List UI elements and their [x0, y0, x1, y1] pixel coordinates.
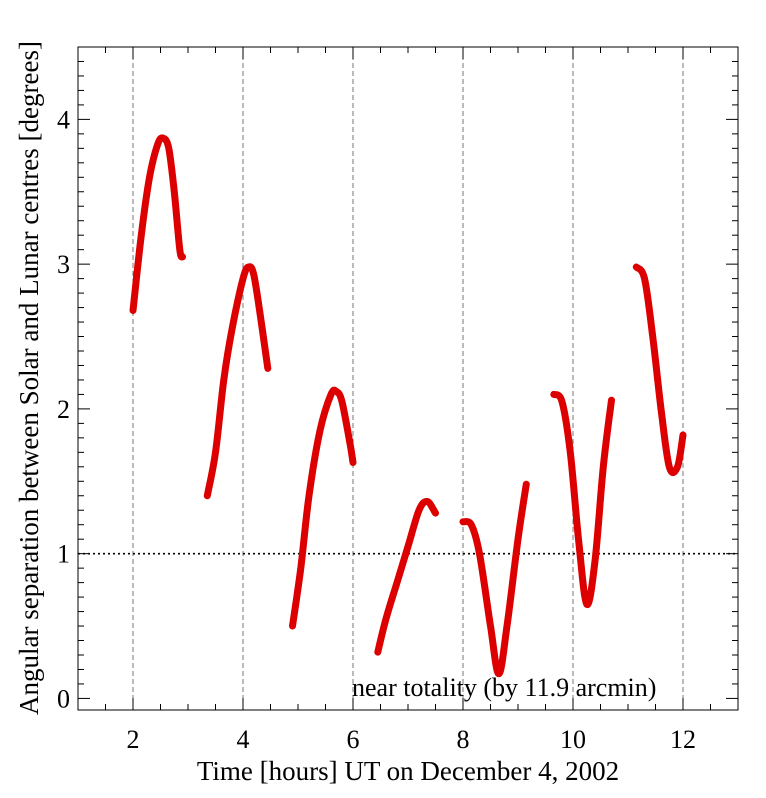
- x-tick-label: 8: [457, 725, 470, 754]
- x-axis-title: Time [hours] UT on December 4, 2002: [197, 756, 619, 786]
- y-axis-title: Angular separation between Solar and Lun…: [14, 41, 44, 715]
- y-tick-label: 1: [57, 540, 70, 569]
- series-line-segment-4: [374, 497, 439, 656]
- x-tick-label: 6: [347, 725, 360, 754]
- y-tick-label: 2: [57, 395, 70, 424]
- ticks: [77, 46, 739, 710]
- y-tick-label: 3: [57, 250, 70, 279]
- series-line-segment-3: [289, 386, 357, 630]
- series-line-segment-5: [459, 480, 530, 678]
- annotation: near totality (by 11.9 arcmin): [352, 673, 656, 702]
- y-tick-label: 0: [57, 684, 70, 713]
- y-tick-label: 4: [57, 105, 70, 134]
- series-line-segment-6: [550, 390, 615, 608]
- series-group: [129, 134, 687, 678]
- x-tick-label: 2: [127, 725, 140, 754]
- x-tick-label: 10: [560, 725, 586, 754]
- x-tick-label: 12: [670, 725, 696, 754]
- series-line-segment-7: [632, 263, 687, 476]
- gridlines: [132, 47, 684, 710]
- series-line-segment-2: [203, 263, 272, 500]
- plot-frame: [77, 46, 739, 711]
- x-tick-label: 4: [237, 725, 250, 754]
- series-line-segment-1: [129, 134, 186, 314]
